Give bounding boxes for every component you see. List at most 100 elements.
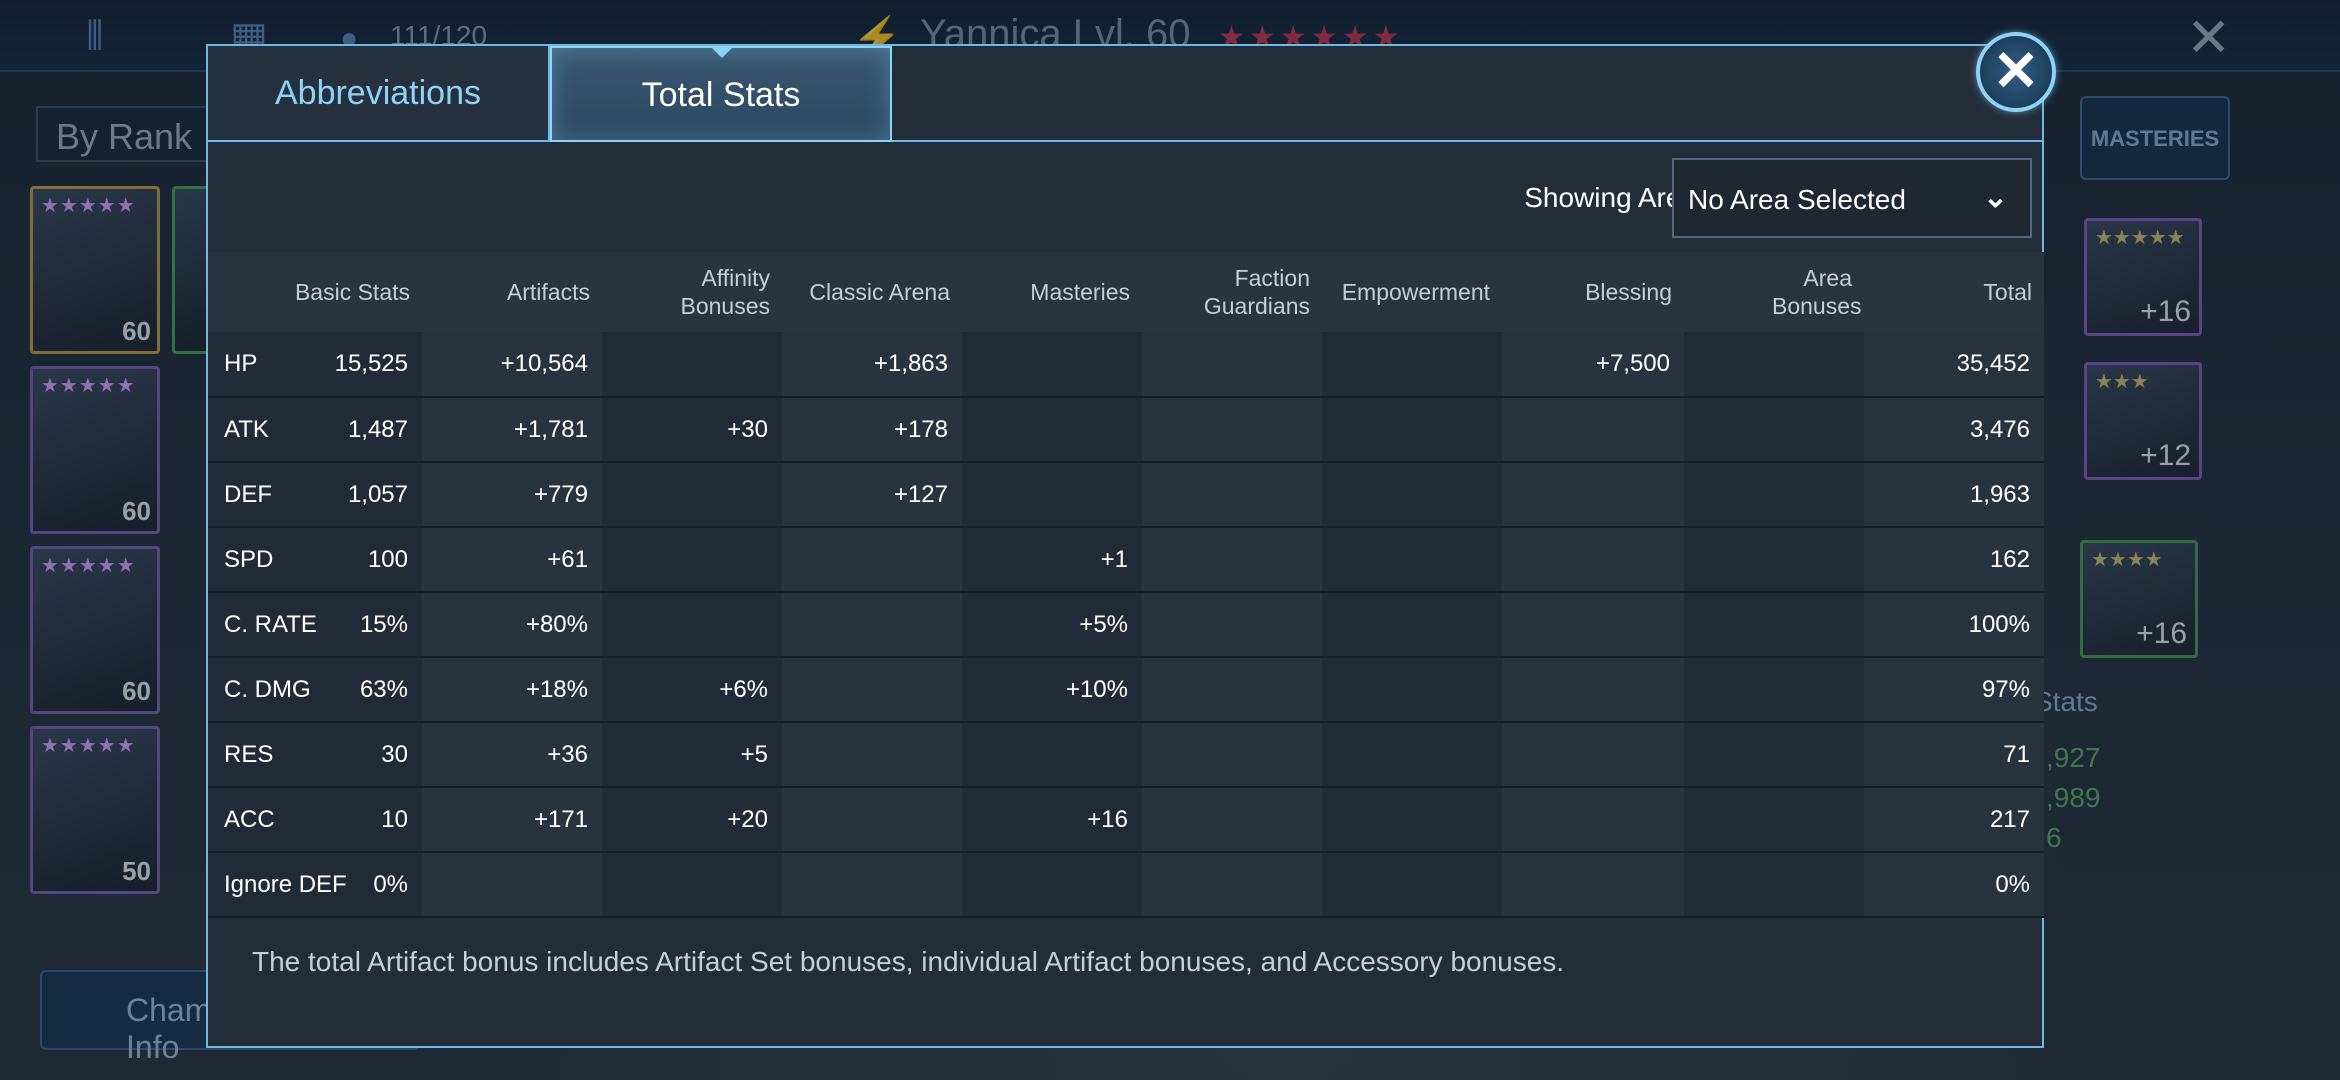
area-select-dropdown[interactable]: No Area Selected ⌄ [1672,158,2032,238]
basic-stat-cell: RES 30 [208,722,422,788]
champion-card[interactable]: ★★★★★ 60 [30,546,160,714]
affinity-cell: +30 [602,397,782,463]
basic-stat-cell: HP 15,525 [208,332,422,398]
active-tab-indicator [710,46,734,58]
stat-value: 1,057 [347,480,408,508]
basic-stat-cell: Ignore DEF 0% [208,852,422,918]
basic-stat-cell: ATK 1,487 [208,397,422,463]
total-cell: 97% [1864,657,2044,723]
faction-cell [1142,787,1322,853]
basic-stat-cell: C. DMG 63% [208,657,422,723]
affinity-cell [602,332,782,398]
column-header: Blessing [1502,252,1684,332]
artifacts-cell [422,852,602,918]
artifacts-cell: +18% [422,657,602,723]
chevron-down-icon: ⌄ [1982,181,2008,214]
stat-value: 10 [381,805,408,833]
table-header-row: Basic Stats Artifacts Affinity Bonuses C… [208,252,2044,332]
champion-card[interactable]: ★★★★★ 60 [30,366,160,534]
affinity-cell [602,527,782,593]
faction-cell [1142,592,1322,658]
masteries-cell [962,462,1142,528]
total-cell: 0% [1864,852,2044,918]
empowerment-cell [1322,787,1502,853]
masteries-cell: +16 [962,787,1142,853]
empowerment-cell [1322,852,1502,918]
artifacts-cell: +80% [422,592,602,658]
bg-stat-value: ,927 [2046,742,2101,773]
column-header: Total [1864,252,2044,332]
stat-abbreviation: DEF [224,480,272,508]
column-header: Area Bonuses [1684,252,1864,332]
tab-total-stats[interactable]: Total Stats [550,46,892,142]
table-row: HP 15,525 +10,564 +1,863 +7,500 35,452 [208,332,2044,398]
masteries-cell [962,722,1142,788]
stat-abbreviation: ACC [224,805,275,833]
faction-cell [1142,397,1322,463]
screen-close-icon[interactable]: ✕ [2186,8,2232,68]
table-row: SPD 100 +61 +1 162 [208,527,2044,593]
area-cell [1684,592,1864,658]
tabs-divider [892,140,2042,142]
arena-cell [782,592,962,658]
modal-close-button[interactable]: ✕ [1976,32,2056,112]
arena-cell: +127 [782,462,962,528]
basic-stat-cell: ACC 10 [208,787,422,853]
artifact-slot[interactable]: ★★★★★ +16 [2084,218,2202,336]
artifacts-cell: +36 [422,722,602,788]
champion-card[interactable]: ★★★★★ 50 [30,726,160,894]
column-header: Classic Arena [782,252,962,332]
basic-stat-cell: SPD 100 [208,527,422,593]
faction-cell [1142,332,1322,398]
masteries-cell: +10% [962,657,1142,723]
arena-cell: +1,863 [782,332,962,398]
stat-value: 100 [367,545,408,573]
arena-cell [782,722,962,788]
affinity-cell: +6% [602,657,782,723]
faction-cell [1142,657,1322,723]
masteries-cell: +5% [962,592,1142,658]
empowerment-cell [1322,462,1502,528]
artifacts-cell: +779 [422,462,602,528]
stat-abbreviation: ATK [224,415,269,443]
blessing-cell [1502,722,1684,788]
stat-value: 15% [359,610,408,638]
artifacts-cell: +1,781 [422,397,602,463]
masteries-tab[interactable]: MASTERIES [2080,96,2230,180]
stat-abbreviation: SPD [224,545,274,573]
column-header: Masteries [962,252,1142,332]
column-header: Affinity Bonuses [602,252,782,332]
tab-total-stats-label: Total Stats [641,76,801,114]
area-cell [1684,657,1864,723]
area-cell [1684,462,1864,528]
table-row: RES 30 +36 +5 71 [208,722,2044,788]
column-header: Empowerment [1322,252,1502,332]
blessing-cell [1502,657,1684,723]
bg-stat-value: 6 [2046,822,2062,853]
area-cell [1684,527,1864,593]
modal-tabs: Abbreviations Total Stats [208,46,2042,142]
blessing-cell [1502,852,1684,918]
artifacts-cell: +10,564 [422,332,602,398]
total-cell: 100% [1864,592,2044,658]
column-header: Basic Stats [208,252,422,332]
total-cell: 35,452 [1864,332,2044,398]
arena-cell [782,527,962,593]
faction-cell [1142,722,1322,788]
artifact-slot[interactable]: ★★★ +12 [2084,362,2202,480]
total-cell: 71 [1864,722,2044,788]
menu-icon[interactable]: ⦀ [86,14,104,58]
stats-table: Basic Stats Artifacts Affinity Bonuses C… [208,252,2044,918]
column-header: Artifacts [422,252,602,332]
masteries-cell [962,397,1142,463]
blessing-cell [1502,397,1684,463]
stat-value: 63% [359,675,408,703]
tab-abbreviations[interactable]: Abbreviations [208,46,550,142]
champion-card[interactable]: ★★★★★ 60 [30,186,160,354]
artifact-slot[interactable]: ★★★★ +16 [2080,540,2198,658]
sort-dropdown[interactable]: By Rank [36,106,236,162]
blessing-cell [1502,527,1684,593]
stat-abbreviation: RES [224,740,274,768]
affinity-cell: +5 [602,722,782,788]
artifacts-cell: +171 [422,787,602,853]
